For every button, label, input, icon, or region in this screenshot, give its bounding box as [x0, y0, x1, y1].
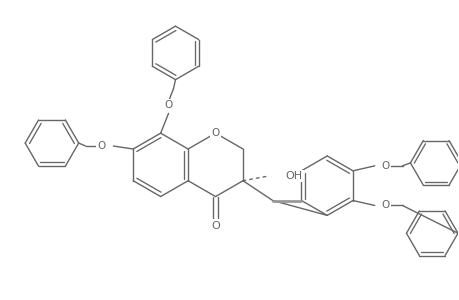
Text: OH: OH	[285, 171, 302, 181]
Text: O: O	[97, 141, 105, 151]
Text: O: O	[381, 200, 389, 211]
Text: O: O	[164, 100, 172, 110]
Text: O: O	[211, 221, 219, 231]
Text: O: O	[381, 161, 389, 171]
Text: O: O	[211, 128, 219, 138]
